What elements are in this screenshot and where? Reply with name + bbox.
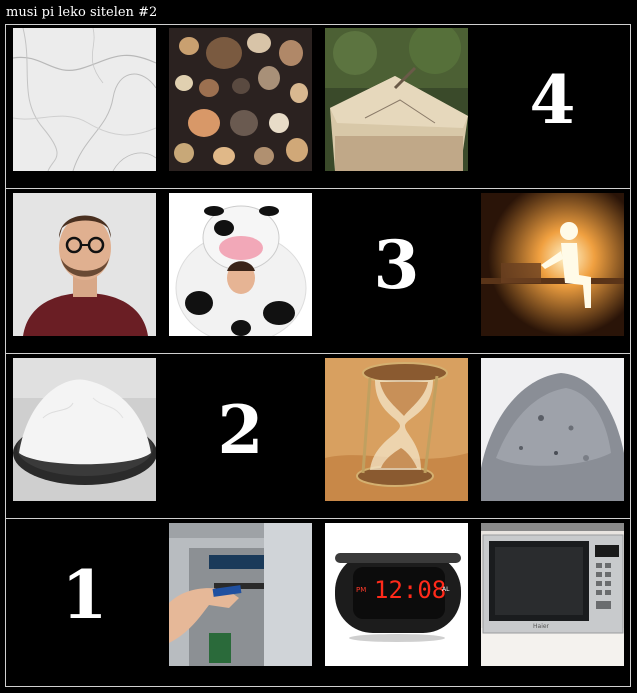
- salt-bowl-image: [13, 358, 156, 501]
- tile-number: 3: [373, 225, 420, 304]
- hourglass-tile[interactable]: [325, 358, 468, 501]
- microwave-image: [481, 523, 624, 666]
- row-divider: [5, 353, 631, 354]
- atm-card-tile[interactable]: [169, 523, 312, 666]
- row-divider: [5, 188, 631, 189]
- row-divider: [5, 518, 631, 519]
- tile-number: 1: [61, 555, 108, 634]
- seashells-image: [169, 28, 312, 171]
- glowing-figure-tile[interactable]: [481, 193, 624, 336]
- bearded-man-tile[interactable]: [13, 193, 156, 336]
- salt-bowl-tile[interactable]: [13, 358, 156, 501]
- clock-pm-label: PM: [356, 586, 367, 594]
- tile-board: [5, 24, 631, 687]
- cow-costume-tile[interactable]: [169, 193, 312, 336]
- alarm-clock-image: [325, 523, 468, 666]
- sundial-tile[interactable]: [325, 28, 468, 171]
- alarm-clock-tile[interactable]: PM 12:08 AL: [325, 523, 468, 666]
- tile-number: 4: [529, 60, 576, 139]
- ash-pile-tile[interactable]: [481, 358, 624, 501]
- number-tile-1[interactable]: 1: [13, 523, 156, 666]
- marble-image: [13, 28, 156, 171]
- microwave-tile[interactable]: Haier: [481, 523, 624, 666]
- clock-time-display: 12:08: [374, 576, 447, 604]
- tile-number: 2: [217, 390, 264, 469]
- clock-alarm-label: AL: [442, 586, 450, 593]
- sundial-image: [325, 28, 468, 171]
- number-tile-3[interactable]: 3: [325, 193, 468, 336]
- hourglass-image: [325, 358, 468, 501]
- marble-tile[interactable]: [13, 28, 156, 171]
- number-tile-4[interactable]: 4: [481, 28, 624, 171]
- seashells-tile[interactable]: [169, 28, 312, 171]
- atm-card-image: [169, 523, 312, 666]
- ash-pile-image: [481, 358, 624, 501]
- microwave-brand-label: Haier: [533, 623, 550, 630]
- page-title: musi pi leko sitelen #2: [6, 5, 158, 20]
- glowing-figure-image: [481, 193, 624, 336]
- cow-costume-image: [169, 193, 312, 336]
- number-tile-2[interactable]: 2: [169, 358, 312, 501]
- bearded-man-image: [13, 193, 156, 336]
